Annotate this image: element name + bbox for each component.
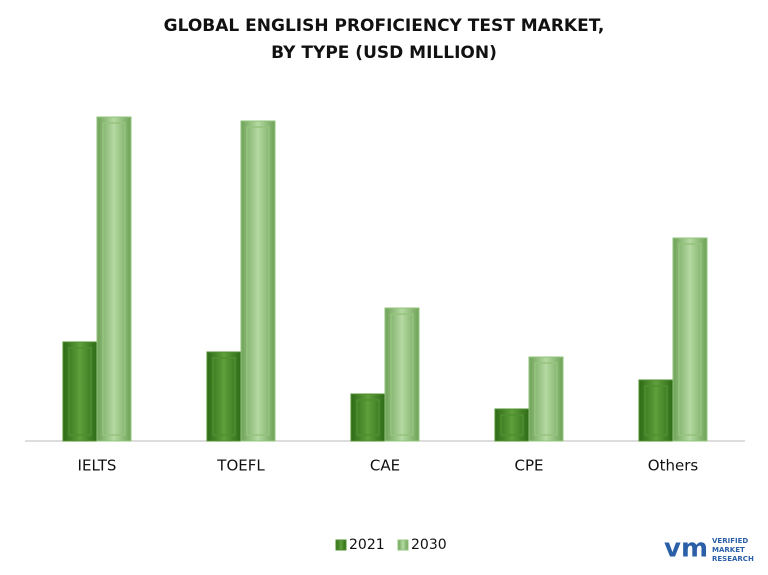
legend-label: 2021 <box>349 537 385 553</box>
bar <box>528 356 564 442</box>
chart-title: BY TYPE (USD MILLION) <box>271 43 497 63</box>
bar-bevel <box>390 313 414 436</box>
x-tick-label: CAE <box>370 457 400 475</box>
bar-bevel <box>678 243 702 436</box>
brand-text: RESEARCH <box>712 555 754 563</box>
bar <box>638 379 674 442</box>
logo: vm VERIFIED MARKET RESEARCH <box>664 534 754 564</box>
bar <box>206 351 242 442</box>
chart-title: GLOBAL ENGLISH PROFICIENCY TEST MARKET, <box>164 16 605 36</box>
bar-bevel <box>68 347 92 436</box>
x-tick-label: CPE <box>515 457 544 475</box>
brand-text: MARKET <box>712 546 745 554</box>
bar-bevel <box>644 385 668 436</box>
logo-mark: vm <box>664 534 708 564</box>
bar-bevel <box>534 362 558 436</box>
bar-bevel <box>102 122 126 436</box>
legend-label: 2030 <box>411 537 447 553</box>
bar-bevel <box>246 126 270 436</box>
bar <box>350 393 386 442</box>
x-tick-label: IELTS <box>78 457 117 475</box>
bar <box>62 341 98 442</box>
bar <box>384 307 420 442</box>
bar-bevel <box>212 357 236 436</box>
bar <box>240 120 276 442</box>
legend-swatch <box>397 539 409 551</box>
bar-bevel <box>356 399 380 436</box>
bar <box>494 408 530 442</box>
x-tick-label: Others <box>648 457 699 475</box>
bar <box>96 116 132 442</box>
x-tick-label: TOEFL <box>216 457 265 475</box>
brand-text: VERIFIED <box>712 537 748 545</box>
bar <box>672 237 708 442</box>
legend-swatch <box>335 539 347 551</box>
bar-bevel <box>500 414 524 436</box>
